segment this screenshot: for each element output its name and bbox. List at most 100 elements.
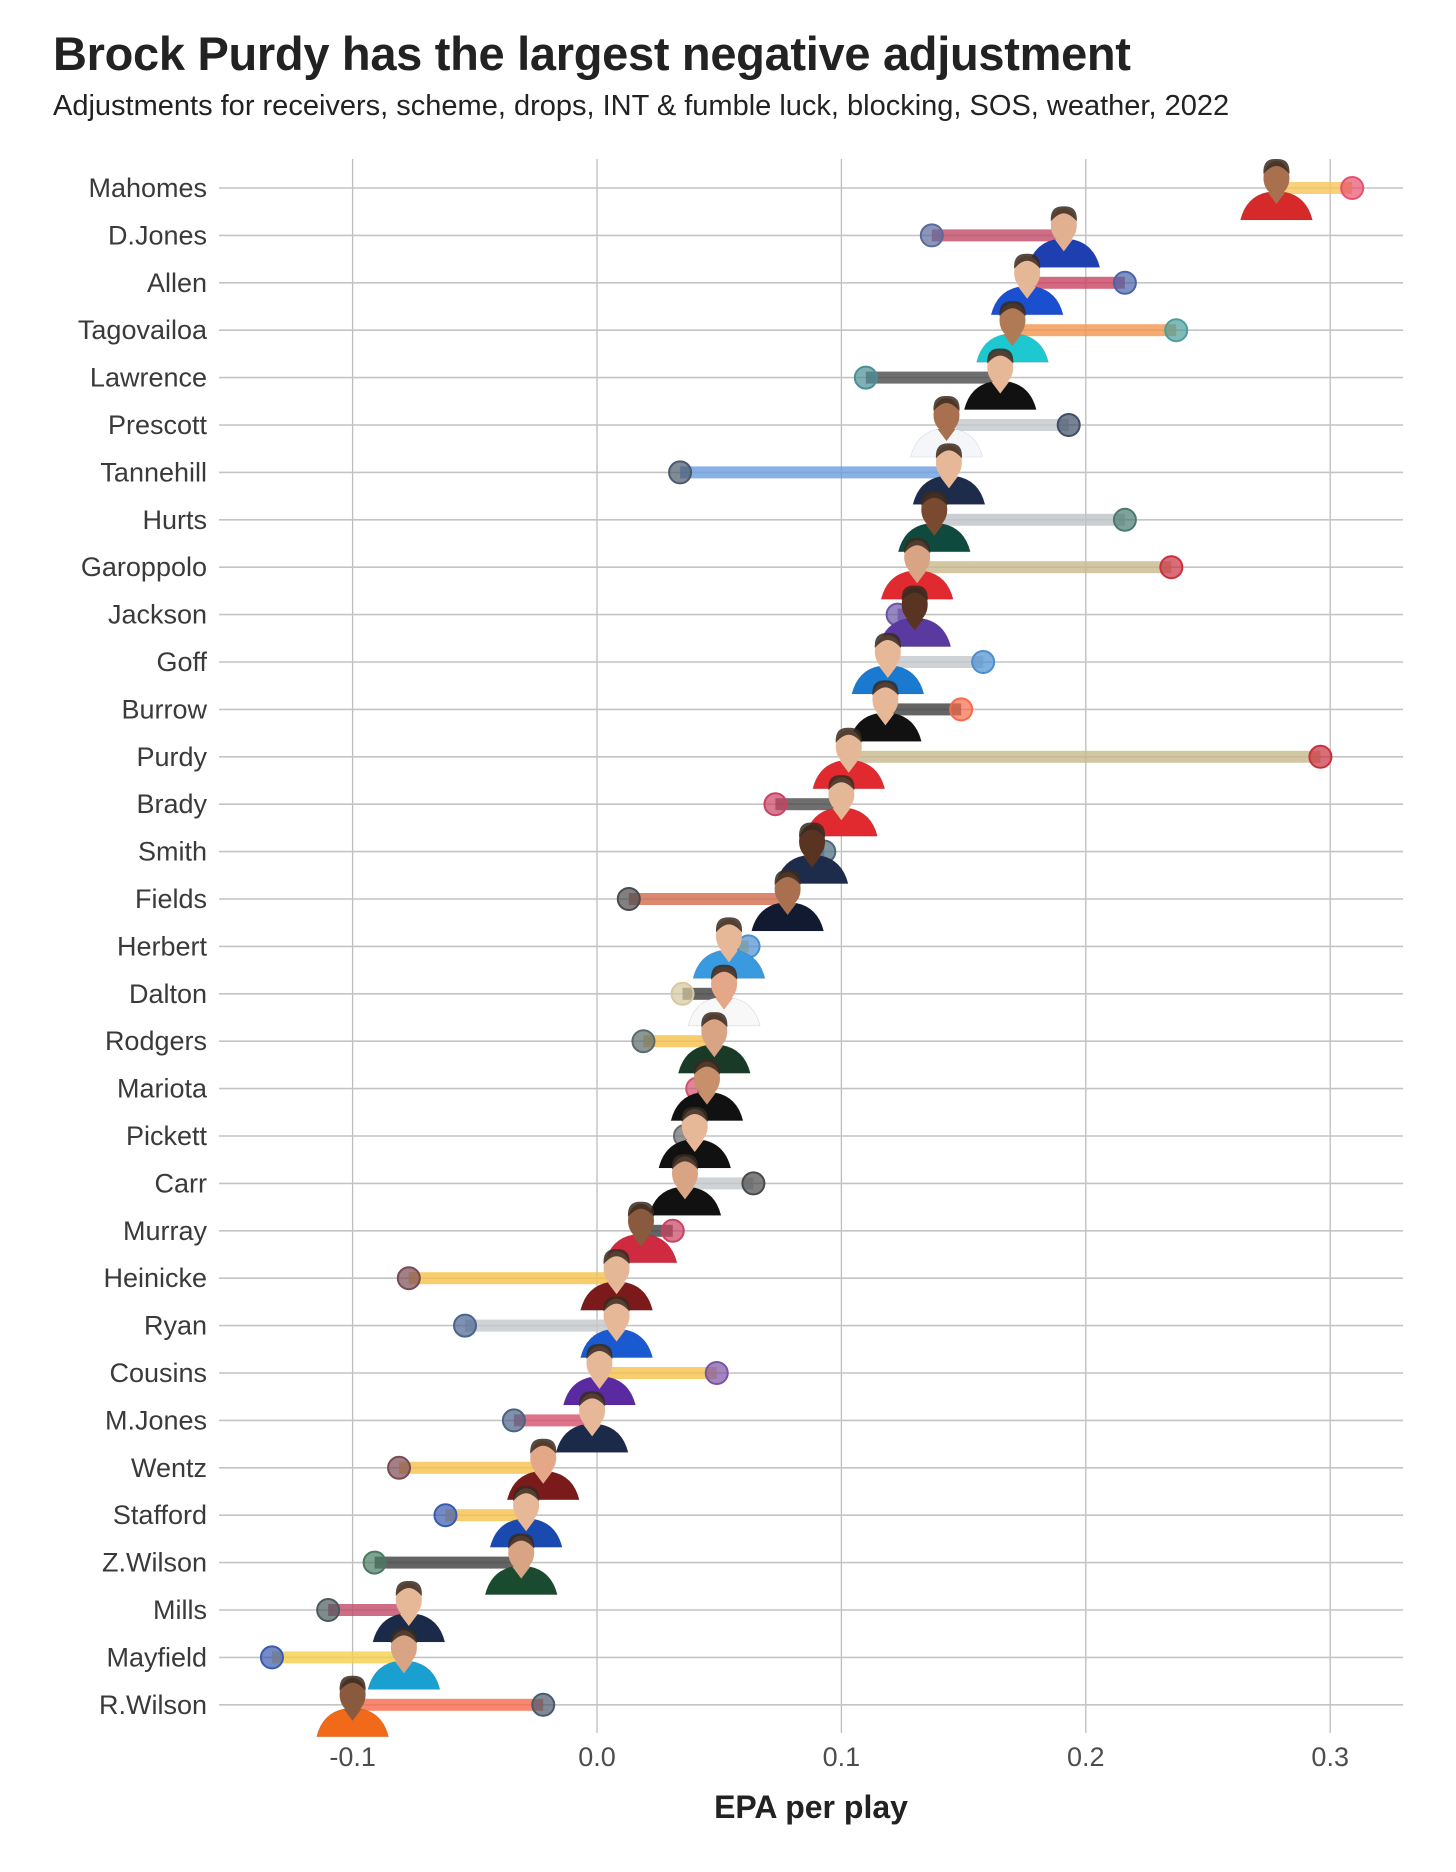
player-label: Tagovailoa bbox=[78, 315, 208, 345]
adjustment-bar bbox=[934, 513, 1125, 526]
adjustment-bar bbox=[599, 1367, 717, 1379]
hair-shape bbox=[711, 964, 738, 980]
player-label: Ryan bbox=[144, 1311, 207, 1341]
hair-shape bbox=[339, 1675, 366, 1691]
adjustment-bar bbox=[465, 1319, 617, 1332]
player-mark-group bbox=[1240, 158, 1365, 221]
player-label: Garoppolo bbox=[81, 552, 207, 582]
face-shape bbox=[681, 1109, 708, 1143]
player-mark-group bbox=[910, 395, 1081, 458]
neck-shape bbox=[991, 381, 1010, 394]
face-shape bbox=[921, 492, 948, 527]
adjustment-bar bbox=[865, 371, 1001, 384]
player-mark-group bbox=[880, 538, 1184, 600]
raw-epa-dot bbox=[501, 1408, 526, 1433]
neck-shape bbox=[803, 855, 822, 868]
adjustment-bar bbox=[1012, 324, 1177, 337]
hair-shape bbox=[395, 1580, 422, 1596]
player-headshot-icon bbox=[316, 1675, 389, 1738]
raw-epa-dot bbox=[1112, 507, 1137, 532]
face-shape bbox=[987, 350, 1014, 385]
player-headshot-icon bbox=[963, 348, 1037, 410]
adjustment-bar bbox=[399, 1461, 544, 1474]
player-label: Mills bbox=[153, 1595, 207, 1625]
face-shape bbox=[901, 587, 928, 622]
player-label: Dalton bbox=[129, 979, 207, 1009]
player-label: Murray bbox=[123, 1216, 208, 1246]
player-mark-group bbox=[501, 1391, 629, 1453]
player-mark-group bbox=[853, 348, 1037, 410]
player-label: Smith bbox=[138, 837, 207, 867]
player-headshot-icon bbox=[751, 869, 825, 932]
face-shape bbox=[701, 1014, 728, 1049]
raw-epa-dot bbox=[919, 223, 944, 248]
player-label: Cousins bbox=[109, 1358, 207, 1388]
neck-shape bbox=[939, 476, 958, 489]
player-mark-group bbox=[316, 1580, 446, 1643]
hair-shape bbox=[874, 632, 901, 648]
neck-shape bbox=[517, 1519, 536, 1532]
player-label: D.Jones bbox=[108, 220, 207, 250]
adjustment-bar bbox=[628, 893, 788, 905]
raw-epa-dot bbox=[949, 697, 974, 722]
hair-shape bbox=[627, 1201, 655, 1217]
adjustment-bar bbox=[887, 656, 984, 668]
y-axis-labels: Mahomes D.Jones Allen Tagovailoa Lawrence Pre… bbox=[78, 173, 208, 1720]
hair-shape bbox=[586, 1343, 613, 1359]
face-shape bbox=[579, 1393, 606, 1428]
neck-shape bbox=[394, 1661, 413, 1674]
neck-shape bbox=[705, 1045, 724, 1058]
player-mark-group bbox=[990, 253, 1137, 316]
player-headshot-icon bbox=[851, 632, 925, 695]
face-shape bbox=[395, 1583, 422, 1617]
adjustment-bar bbox=[885, 703, 962, 716]
raw-epa-dot bbox=[1159, 555, 1184, 580]
raw-epa-dot bbox=[631, 1029, 656, 1054]
face-shape bbox=[933, 398, 960, 432]
hair-shape bbox=[715, 917, 743, 933]
player-mark-group bbox=[648, 1154, 766, 1216]
hair-shape bbox=[508, 1533, 535, 1549]
face-shape bbox=[390, 1630, 417, 1665]
player-label: Rodgers bbox=[105, 1026, 207, 1056]
player-mark-group bbox=[396, 1249, 653, 1311]
face-shape bbox=[671, 1156, 698, 1191]
raw-epa-dot bbox=[387, 1455, 412, 1480]
player-label: Pickett bbox=[126, 1121, 208, 1151]
adjustment-bar bbox=[684, 1177, 754, 1190]
face-shape bbox=[874, 635, 901, 669]
raw-epa-dot bbox=[1112, 270, 1137, 295]
hair-shape bbox=[513, 1486, 540, 1502]
face-shape bbox=[1263, 161, 1290, 195]
player-headshot-icon bbox=[367, 1628, 441, 1690]
player-mark-group bbox=[259, 1628, 441, 1690]
raw-epa-dot bbox=[704, 1361, 729, 1385]
neck-shape bbox=[590, 1377, 609, 1389]
hair-shape bbox=[671, 1154, 699, 1170]
hair-shape bbox=[579, 1391, 606, 1407]
player-headshot-icon bbox=[880, 538, 954, 600]
neck-shape bbox=[719, 950, 738, 963]
adjustment-bar bbox=[1276, 182, 1353, 194]
player-mark-group bbox=[453, 1296, 653, 1358]
raw-epa-dot bbox=[316, 1598, 341, 1622]
adjustment-bar bbox=[931, 229, 1064, 242]
hair-shape bbox=[835, 727, 862, 743]
hair-shape bbox=[904, 538, 931, 554]
player-mark-group bbox=[362, 1533, 558, 1595]
hair-shape bbox=[693, 1059, 721, 1075]
neck-shape bbox=[778, 903, 797, 915]
face-shape bbox=[872, 682, 899, 717]
raw-epa-dot bbox=[259, 1645, 284, 1670]
adjustment-bar bbox=[946, 419, 1069, 431]
player-label: Z.Wilson bbox=[102, 1548, 207, 1578]
neck-shape bbox=[715, 997, 734, 1010]
neck-shape bbox=[512, 1566, 531, 1579]
hair-shape bbox=[935, 443, 963, 459]
player-label: Wentz bbox=[131, 1453, 207, 1483]
hair-shape bbox=[603, 1249, 630, 1265]
raw-epa-dot bbox=[741, 1171, 766, 1196]
face-shape bbox=[715, 919, 742, 954]
player-label: Carr bbox=[155, 1168, 208, 1198]
